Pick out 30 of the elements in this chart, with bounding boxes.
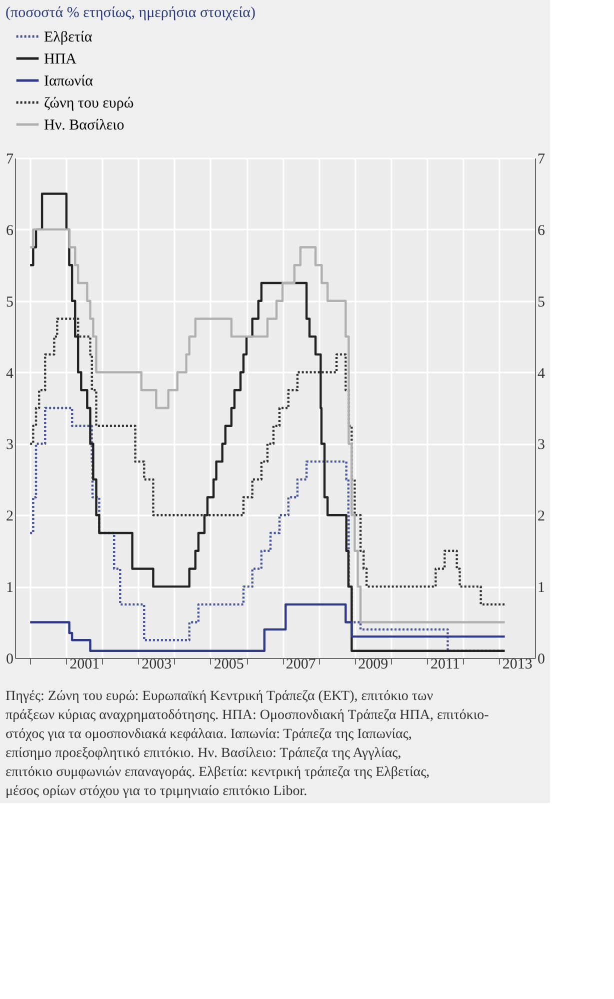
y-tick-label: 6 xyxy=(6,222,14,239)
y2-tick-label: 1 xyxy=(538,580,545,596)
x-tick-label: 2009 xyxy=(358,656,388,672)
legend-label: Ην. Βασίλειο xyxy=(44,118,124,134)
x-tick-label: 2005 xyxy=(214,656,244,672)
x-tick-label: 2003 xyxy=(142,656,172,672)
y2-tick-label: 7 xyxy=(538,152,546,168)
y2-tick-label: 3 xyxy=(538,437,545,454)
x-tick-label: 2013 xyxy=(502,656,532,672)
x-tick-label: 2001 xyxy=(70,656,100,672)
y-tick-label: 1 xyxy=(6,580,14,596)
y-tick-label: 0 xyxy=(6,652,14,668)
y2-tick-label: 0 xyxy=(538,652,545,668)
chart-title: (ποσοστά % ετησίως, ημερήσια στοιχεία) xyxy=(6,5,256,21)
y-tick-label: 2 xyxy=(6,508,14,525)
legend-label: ΗΠΑ xyxy=(44,52,77,68)
x-tick-label: 2011 xyxy=(430,656,460,672)
text: Πηγές: Ζώνη του ευρώ: Ευρωπαϊκή Κεντρική Τράπεζα (ΕΚΤ), επιτόκιο των πράξεων κύριας αναχρηματοδότησης. ΗΠΑ: Ομοσπονδιακή Τράπεζα ΗΠΑ, επιτόκιο-στόχος για τα ομοσπονδιακά κεφάλαια. Ιαπωνία: Τράπεζα της Ιαπωνίας, επίσημο προεξοφλητικό επιτόκιο. Ην. Βασίλειο: Τράπεζα της Αγγλίας, επιτόκιο συμφωνιών επαναγοράς. Ελβετία: κεντρική τράπεζα της Ελβετίας, μέσος ορίων στόχου για το τριμηνιαίο επιτόκιο Libor. xyxy=(6,689,490,799)
y-tick-label: 3 xyxy=(6,437,14,454)
y-tick-label: 4 xyxy=(6,366,14,382)
x-tick-label: 2007 xyxy=(286,656,316,672)
y2-tick-label: 6 xyxy=(538,222,546,239)
y2-tick-label: 2 xyxy=(538,508,545,525)
legend-label: Ελβετία xyxy=(44,30,92,46)
y2-tick-label: 4 xyxy=(538,366,546,382)
legend-label: Ιαπωνία xyxy=(44,74,94,90)
y-tick-label: 5 xyxy=(6,294,14,310)
y2-tick-label: 5 xyxy=(538,294,545,310)
y-tick-label: 7 xyxy=(6,152,14,168)
legend-label: ζώνη του ευρώ xyxy=(44,96,134,112)
